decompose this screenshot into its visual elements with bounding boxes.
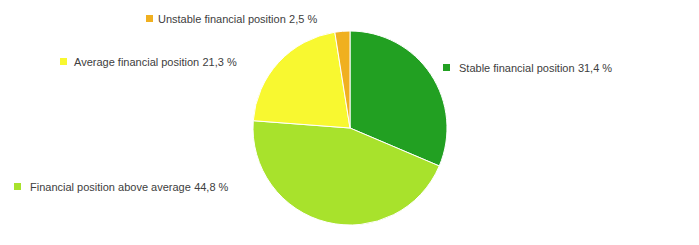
slice-name: Financial position above average [30, 181, 191, 193]
slice-value: 31,4 % [578, 62, 612, 74]
slice-label: Financial position above average44,8 % [30, 181, 229, 193]
slice-label: Average financial position21,3 % [74, 56, 237, 68]
slice-labels: Stable financial position31,4 % Financial… [14, 13, 612, 193]
slice-name: Unstable financial position [158, 13, 286, 25]
slice-value: 21,3 % [202, 56, 236, 68]
label-swatch [146, 15, 153, 22]
label-swatch [14, 183, 21, 190]
pie-slice [253, 121, 439, 225]
chart: Stable financial position31,4 % Financial… [0, 0, 699, 245]
pie-slice [335, 31, 350, 128]
label-swatch [443, 64, 450, 71]
slice-label: Stable financial position31,4 % [459, 62, 612, 74]
slice-name: Stable financial position [459, 62, 575, 74]
pie-slice [253, 32, 350, 128]
slice-value: 2,5 % [289, 13, 317, 25]
slice-label: Unstable financial position2,5 % [158, 13, 317, 25]
slice-value: 44,8 % [194, 181, 228, 193]
label-swatch [60, 58, 67, 65]
pie [253, 31, 447, 225]
slice-name: Average financial position [74, 56, 199, 68]
